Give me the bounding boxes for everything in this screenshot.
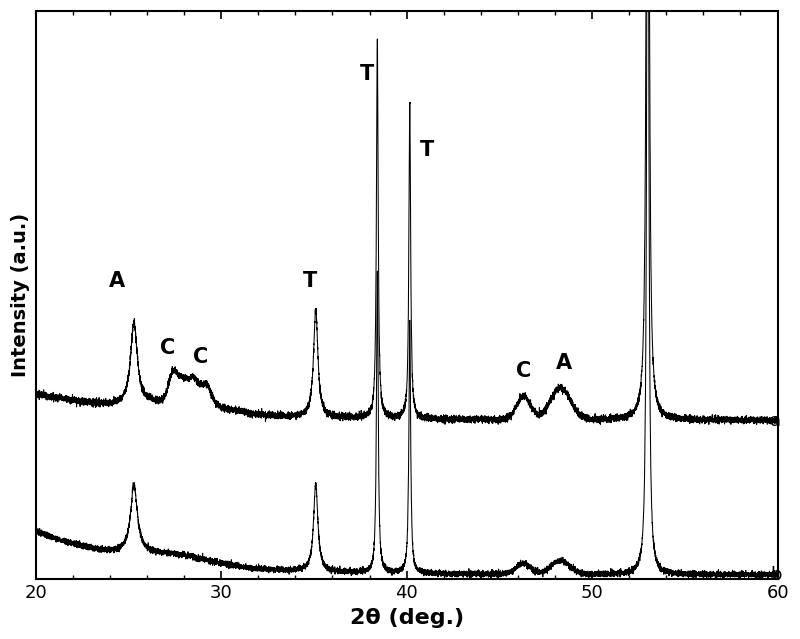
Text: A: A — [556, 353, 572, 373]
Y-axis label: Intensity (a.u.): Intensity (a.u.) — [11, 213, 30, 378]
Text: C: C — [193, 346, 208, 367]
Text: C: C — [516, 361, 531, 381]
Text: T: T — [360, 64, 374, 84]
Text: T: T — [303, 270, 318, 291]
Text: A: A — [110, 271, 126, 291]
X-axis label: 2θ (deg.): 2θ (deg.) — [350, 608, 464, 628]
Text: C: C — [160, 338, 175, 358]
Text: T: T — [420, 139, 434, 160]
Text: b: b — [770, 566, 782, 584]
Text: a: a — [770, 412, 782, 431]
